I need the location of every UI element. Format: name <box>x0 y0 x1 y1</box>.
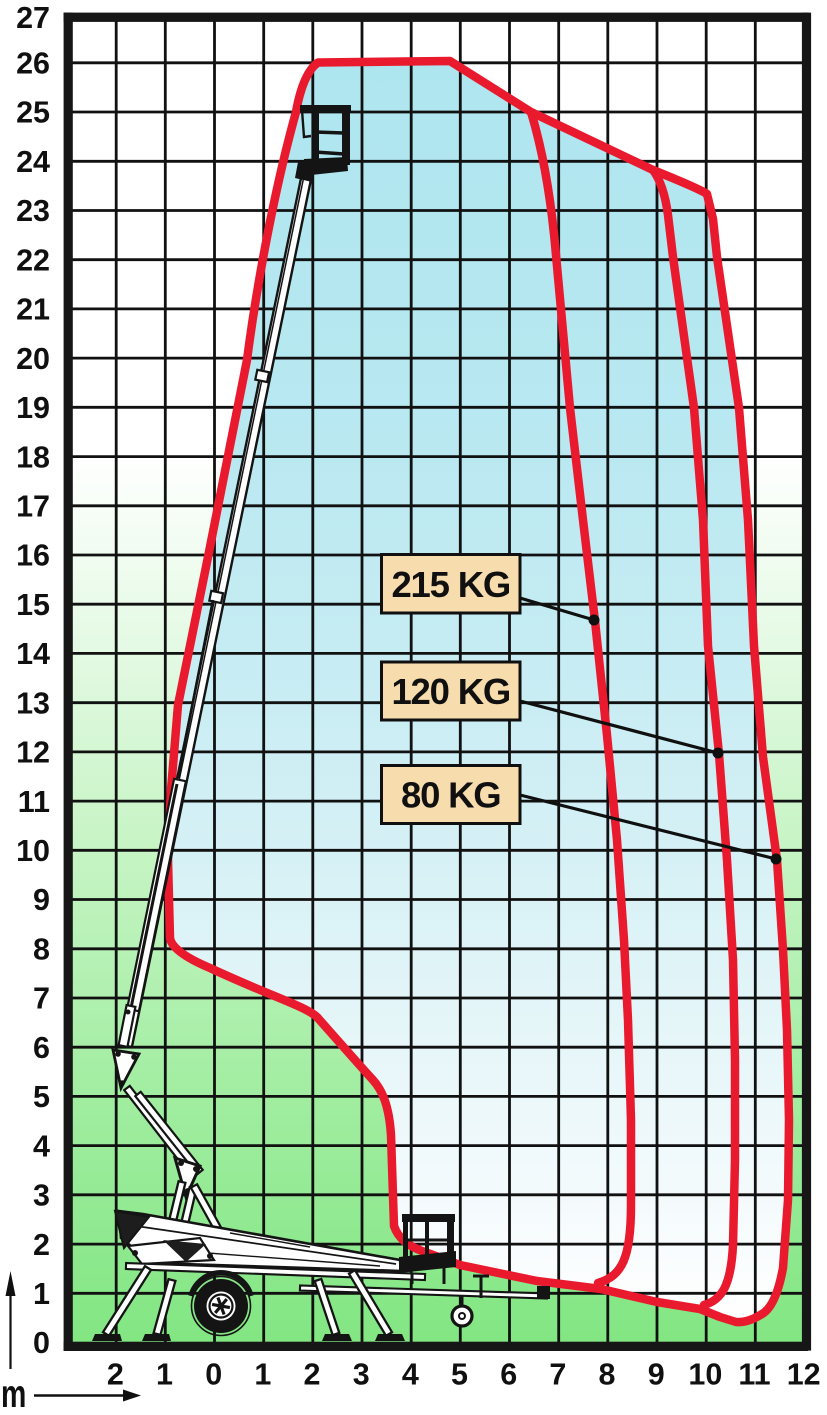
svg-text:9: 9 <box>33 883 50 917</box>
svg-text:27: 27 <box>16 1 50 35</box>
svg-text:0: 0 <box>205 1358 222 1392</box>
svg-text:1: 1 <box>254 1358 271 1392</box>
svg-text:17: 17 <box>16 490 50 524</box>
svg-text:7: 7 <box>33 982 50 1016</box>
svg-text:12: 12 <box>787 1358 821 1392</box>
svg-text:4: 4 <box>33 1129 50 1163</box>
svg-text:19: 19 <box>16 391 50 425</box>
svg-text:12: 12 <box>16 736 50 770</box>
svg-text:11: 11 <box>738 1358 770 1392</box>
svg-text:3: 3 <box>353 1358 370 1392</box>
svg-text:25: 25 <box>16 96 50 130</box>
svg-text:5: 5 <box>33 1080 50 1114</box>
svg-text:24: 24 <box>16 145 50 179</box>
svg-text:80 KG: 80 KG <box>401 775 501 816</box>
svg-text:13: 13 <box>16 686 50 720</box>
svg-text:8: 8 <box>33 933 50 967</box>
svg-text:18: 18 <box>16 440 50 474</box>
svg-text:4: 4 <box>402 1358 419 1392</box>
svg-text:20: 20 <box>16 342 50 376</box>
svg-text:3: 3 <box>33 1179 50 1213</box>
svg-text:6: 6 <box>33 1031 50 1065</box>
svg-text:2: 2 <box>304 1358 321 1392</box>
svg-text:2: 2 <box>33 1228 50 1262</box>
svg-text:14: 14 <box>16 637 50 671</box>
svg-text:26: 26 <box>16 47 50 81</box>
svg-text:10: 10 <box>688 1358 722 1392</box>
svg-text:6: 6 <box>500 1358 517 1392</box>
svg-text:m: m <box>1 1373 26 1410</box>
svg-text:22: 22 <box>16 243 50 277</box>
svg-text:10: 10 <box>16 834 50 868</box>
svg-text:8: 8 <box>599 1358 616 1392</box>
svg-text:16: 16 <box>16 539 50 573</box>
svg-text:5: 5 <box>451 1358 468 1392</box>
svg-text:1: 1 <box>156 1358 173 1392</box>
svg-text:11: 11 <box>18 785 50 819</box>
svg-text:215 KG: 215 KG <box>391 564 510 605</box>
svg-text:23: 23 <box>16 194 50 228</box>
svg-text:0: 0 <box>33 1326 50 1360</box>
svg-text:9: 9 <box>648 1358 665 1392</box>
svg-text:15: 15 <box>16 588 50 622</box>
svg-text:1: 1 <box>33 1277 50 1311</box>
svg-text:2: 2 <box>107 1358 124 1392</box>
svg-text:21: 21 <box>16 293 50 327</box>
svg-text:120 KG: 120 KG <box>391 671 510 712</box>
svg-text:7: 7 <box>549 1358 566 1392</box>
